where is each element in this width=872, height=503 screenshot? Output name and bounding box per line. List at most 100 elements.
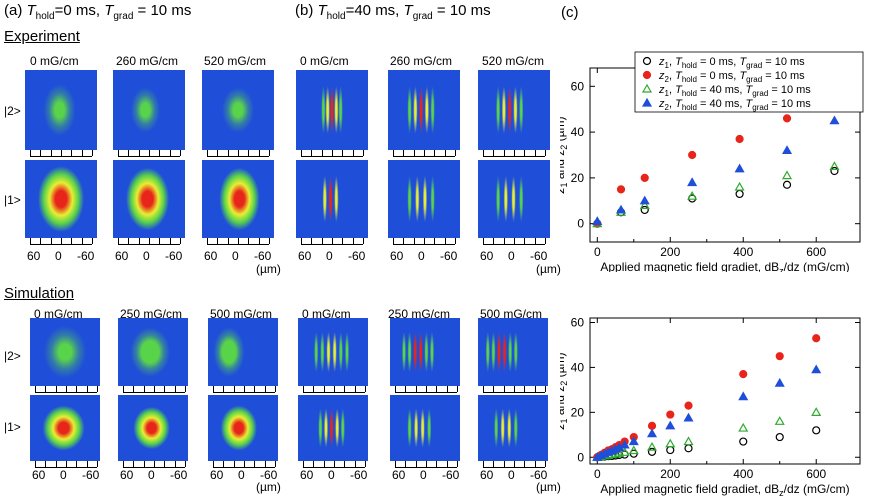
y-tick-label: 20 — [571, 405, 585, 419]
experiment-heading: Experiment — [4, 28, 80, 45]
data-point-s2 — [639, 200, 650, 209]
data-point-s1 — [812, 334, 821, 343]
x-tick-label: 60 — [392, 468, 406, 482]
data-point-s3 — [687, 177, 698, 187]
data-point-s2 — [687, 191, 698, 200]
x-tick-label: 200 — [660, 467, 680, 481]
experiment-chart: 0 200 400 600 0 20 40 60 Applied magnetic field … — [560, 51, 864, 272]
exp-b-state1-panel-0 — [296, 160, 368, 238]
exp-a-field-2: 520 mG/cm — [204, 54, 267, 68]
scale-ticks — [301, 150, 364, 157]
exp-b-field-0: 0 mG/cm — [300, 54, 349, 68]
exp-b-state1-panel-2 — [478, 160, 550, 238]
data-point-s2 — [646, 441, 658, 451]
x-tick-label: -60 — [170, 468, 188, 482]
data-point-s0 — [739, 437, 748, 446]
x-tick-label: -60 — [82, 468, 100, 482]
x-tick-label: -60 — [530, 468, 548, 482]
exp-b-state2-panel-1 — [388, 70, 460, 150]
data-point-s1 — [666, 410, 675, 419]
x-tick-label: 600 — [806, 245, 826, 259]
data-point-s0 — [666, 445, 675, 455]
scale-ticks — [483, 461, 546, 468]
scale-ticks — [301, 238, 364, 245]
legend — [634, 51, 864, 113]
scale-ticks — [393, 150, 456, 157]
x-tick-label: 0 — [238, 468, 245, 482]
legend-entry: z2, Thold = 40 ms, Tgrad = 10 ms — [658, 98, 811, 112]
data-point-s3 — [738, 391, 749, 401]
x-tick-label: 60 — [115, 249, 129, 263]
sim-b-field-0: 0 mG/cm — [302, 307, 351, 321]
data-point-s0 — [782, 180, 792, 189]
exp-a-state1-panel-2 — [202, 160, 274, 238]
scale-ticks — [483, 386, 546, 393]
scale-ticks — [395, 386, 458, 393]
scale-ticks — [213, 386, 276, 393]
x-tick-label: 60 — [298, 249, 312, 263]
x-tick-label: 400 — [733, 245, 753, 259]
y-tick-label: 0 — [577, 217, 584, 231]
data-point-s0 — [775, 432, 784, 442]
data-point-s0 — [640, 205, 649, 215]
data-point-s3 — [734, 163, 745, 173]
scale-ticks — [30, 238, 93, 245]
data-point-s3 — [619, 439, 630, 449]
sim-b-state2-panel-0 — [298, 318, 368, 386]
data-point-s1 — [688, 150, 697, 160]
sim-state-1-label: |1> — [4, 420, 21, 434]
x-tick-label: 0 — [508, 468, 515, 482]
data-point-s1 — [647, 421, 657, 430]
sim-a-field-2: 500 mG/cm — [210, 307, 273, 321]
data-point-s0 — [647, 447, 657, 456]
y-axis-label: z1 and z2 (µm) — [560, 353, 569, 431]
micrometer-unit: (µm) — [536, 262, 561, 276]
sim-state-2-label: |2> — [4, 349, 21, 363]
exp-b-field-2: 520 mG/cm — [482, 54, 545, 68]
exp-a-field-1: 260 mG/cm — [116, 54, 179, 68]
data-point-s0 — [812, 426, 821, 435]
scale-ticks — [483, 238, 546, 245]
scale-ticks — [123, 461, 186, 468]
sim-a-state2-panel-2 — [208, 318, 278, 386]
x-tick-label: -60 — [530, 249, 548, 263]
x-tick-label: 0 — [508, 249, 515, 263]
legend-marker — [642, 56, 652, 66]
data-point-s3 — [628, 436, 639, 446]
legend-marker — [642, 70, 652, 80]
y-tick-label: 40 — [571, 125, 585, 139]
x-tick-label: 60 — [480, 468, 494, 482]
x-tick-label: 0 — [326, 249, 333, 263]
y-tick-label: 40 — [571, 360, 585, 374]
scale-ticks — [213, 461, 276, 468]
data-point-s1 — [735, 134, 744, 144]
legend-marker — [641, 83, 653, 93]
data-point-s1 — [775, 352, 784, 361]
x-tick-label: 0 — [328, 468, 335, 482]
x-tick-label: 200 — [660, 245, 680, 259]
data-point-s3 — [646, 428, 658, 438]
data-point-s2 — [734, 181, 745, 191]
x-tick-label: 60 — [300, 468, 314, 482]
data-point-s3 — [592, 216, 603, 225]
x-tick-label: -60 — [260, 468, 278, 482]
sim-b-state1-panel-1 — [390, 395, 460, 461]
data-point-s3 — [639, 195, 650, 205]
scale-ticks — [303, 461, 366, 468]
y-tick-label: 20 — [571, 171, 585, 185]
x-tick-label: 0 — [594, 467, 601, 481]
exp-a-state1-panel-1 — [113, 160, 185, 238]
sim-a-field-1: 250 mG/cm — [120, 307, 183, 321]
sim-a-state1-panel-2 — [208, 395, 278, 461]
exp-a-state2-panel-0 — [25, 70, 97, 150]
data-point-s2 — [738, 422, 749, 432]
panel-b-header: (b) Thold=40 ms, Tgrad = 10 ms — [295, 2, 491, 22]
data-point-s3 — [781, 145, 793, 155]
x-tick-label: 0 — [55, 249, 62, 263]
sim-a-state1-panel-0 — [30, 395, 100, 461]
exp-a-state1-panel-0 — [25, 160, 97, 238]
panel-c-label: (c) — [561, 4, 579, 21]
plot-frame — [589, 317, 861, 465]
x-tick-label: 60 — [27, 249, 41, 263]
scale-ticks — [395, 461, 458, 468]
